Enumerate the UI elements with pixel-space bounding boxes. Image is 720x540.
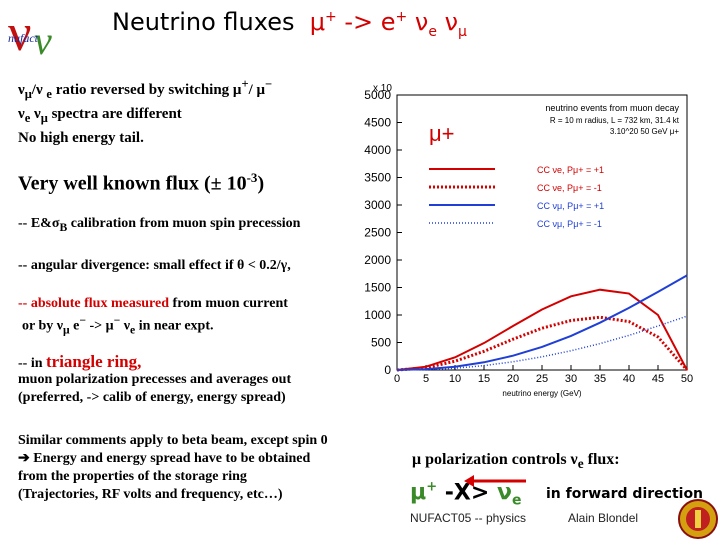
legend-label: CC νμ, Pμ+ = -1: [537, 219, 602, 229]
x-tick-label: 5: [423, 373, 429, 385]
chart-subtitle: R = 10 m radius, L = 732 km, 31.4 kt: [550, 116, 680, 125]
title-reaction: μ+ -> e+ νe νμ: [302, 8, 467, 40]
y-tick-label: 1500: [364, 281, 391, 295]
x-axis-label: neutrino energy (GeV): [502, 389, 581, 398]
y-tick-label: 3000: [364, 198, 391, 212]
logo-text: nufact: [8, 31, 39, 45]
nufact-logo: ν ν nufact: [4, 4, 74, 62]
multiplier-label: x 10: [373, 83, 392, 94]
y-tick-label: 2000: [364, 253, 391, 267]
x-tick-label: 50: [681, 373, 693, 385]
series-line: [396, 288, 688, 371]
x-tick-label: 35: [594, 373, 606, 385]
footer-left: NUFACT05 -- physics: [410, 511, 527, 525]
headline: Very well known flux (± 10-3): [18, 170, 265, 195]
absolute-prefix: -- absolute flux measured: [18, 296, 170, 311]
red-arrow: [464, 475, 526, 487]
y-tick-label: 4000: [364, 143, 391, 157]
legend-label: CC νe, Pμ+ = +1: [537, 165, 604, 175]
triangle-ring-word: triangle ring,: [46, 352, 142, 371]
x-tick-label: 15: [478, 373, 490, 385]
y-tick-label: 0: [384, 363, 391, 377]
y-tick-label: 5000: [364, 88, 391, 102]
chart-subtitle: 3.10^20 50 GeV μ+: [610, 127, 679, 136]
item-calib: -- E&σB calibration from muon spin prece…: [18, 216, 301, 234]
item-nearexpt: or by νμ e− -> μ− νe in near expt.: [22, 314, 214, 337]
bullet-list: νμ/ν e ratio reversed by switching μ+/ μ…: [18, 74, 272, 148]
x-tick-label: 20: [507, 373, 519, 385]
flux-chart: x 10050010001500200025003000350040004500…: [345, 75, 720, 405]
y-tick-label: 2500: [364, 226, 391, 240]
mu-x-nue: μ+ -X> νe: [410, 480, 522, 509]
series-line: [396, 315, 689, 372]
y-tick-label: 500: [371, 336, 391, 350]
polarization-text: μ polarization controls νe flux:: [412, 451, 620, 472]
x-tick-label: 10: [449, 373, 461, 385]
forward-direction: in forward direction: [546, 486, 704, 502]
mu-plus-badge: μ+: [429, 121, 455, 146]
y-tick-label: 1000: [364, 308, 391, 322]
series-line: [396, 315, 688, 371]
similar-block: Similar comments apply to beta beam, exc…: [18, 433, 328, 502]
arrow-text: -X>: [444, 480, 490, 506]
chart-title: neutrino events from muon decay: [545, 103, 679, 113]
x-tick-label: 0: [394, 373, 400, 385]
x-tick-label: 40: [623, 373, 635, 385]
bullet-spectra: νe νμ spectra are different: [18, 106, 182, 125]
y-tick-label: 3500: [364, 171, 391, 185]
item-ring-3: (preferred, -> calib of energy, energy s…: [18, 390, 286, 405]
bullet-tail: No high energy tail.: [18, 130, 144, 146]
item-ring-2: muon polarization precesses and averages…: [18, 372, 292, 387]
series-line: [396, 274, 688, 371]
item-absolute: -- absolute flux measured from muon curr…: [18, 296, 288, 311]
x-tick-label: 30: [565, 373, 577, 385]
x-tick-label: 25: [536, 373, 548, 385]
item-angular: -- angular divergence: small effect if θ…: [18, 258, 291, 273]
legend-label: CC νe, Pμ+ = -1: [537, 183, 602, 193]
x-tick-label: 45: [652, 373, 664, 385]
logo-nu-green: ν: [34, 18, 52, 62]
page-title: Neutrino fluxes μ+ -> e+ νe νμ: [112, 8, 467, 40]
university-seal: [678, 499, 718, 539]
legend-label: CC νμ, Pμ+ = +1: [537, 201, 604, 211]
logo-nu-symbol: ν: [8, 5, 32, 62]
y-tick-label: 4500: [364, 116, 391, 130]
title-main: Neutrino fluxes: [112, 8, 295, 36]
bullet-ratio: νμ/ν e ratio reversed by switching μ+/ μ…: [18, 77, 273, 101]
footer-right: Alain Blondel: [568, 511, 639, 525]
item-ring: -- in triangle ring,: [18, 352, 142, 371]
